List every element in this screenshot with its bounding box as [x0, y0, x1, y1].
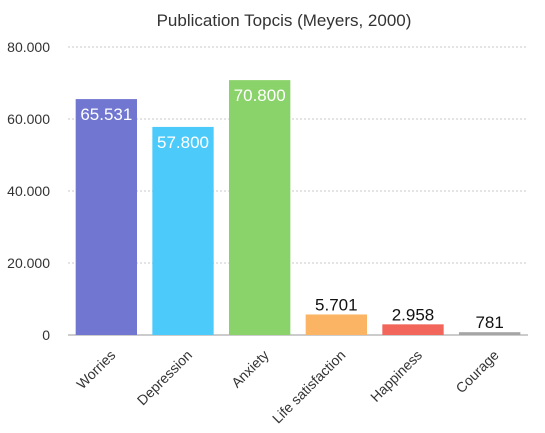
y-axis-ticks: 0 20.000 40.000 60.000 80.000	[7, 39, 50, 343]
bars	[75, 80, 521, 336]
bar-depression	[152, 126, 214, 335]
x-tick-label: Life satisfaction	[269, 347, 349, 427]
bar-anxiety	[229, 80, 291, 336]
y-tick-label: 80.000	[7, 39, 50, 55]
x-tick-label: Courage	[453, 347, 502, 396]
y-tick-label: 20.000	[7, 255, 50, 271]
bar-worries	[75, 99, 137, 335]
data-label: 781	[475, 313, 503, 332]
data-label: 5.701	[315, 295, 358, 314]
chart-title: Publication Topcis (Meyers, 2000)	[157, 11, 412, 30]
data-label: 2.958	[392, 305, 435, 324]
data-label: 70.800	[234, 86, 286, 105]
y-tick-label: 60.000	[7, 111, 50, 127]
data-labels: 65.531 57.800 70.800 5.701 2.958 781	[80, 86, 504, 332]
data-label: 57.800	[157, 133, 209, 152]
x-tick-label: Anxiety	[228, 347, 272, 391]
bar-life-satisfaction	[305, 314, 367, 335]
bar-happiness	[382, 324, 444, 335]
x-tick-label: Depression	[134, 347, 195, 408]
gridlines	[68, 46, 528, 336]
bar-courage	[459, 332, 521, 335]
x-tick-label: Worries	[73, 347, 118, 392]
y-tick-label: 0	[42, 327, 50, 343]
data-label: 65.531	[80, 105, 132, 124]
x-tick-label: Happiness	[367, 347, 425, 405]
y-tick-label: 40.000	[7, 183, 50, 199]
